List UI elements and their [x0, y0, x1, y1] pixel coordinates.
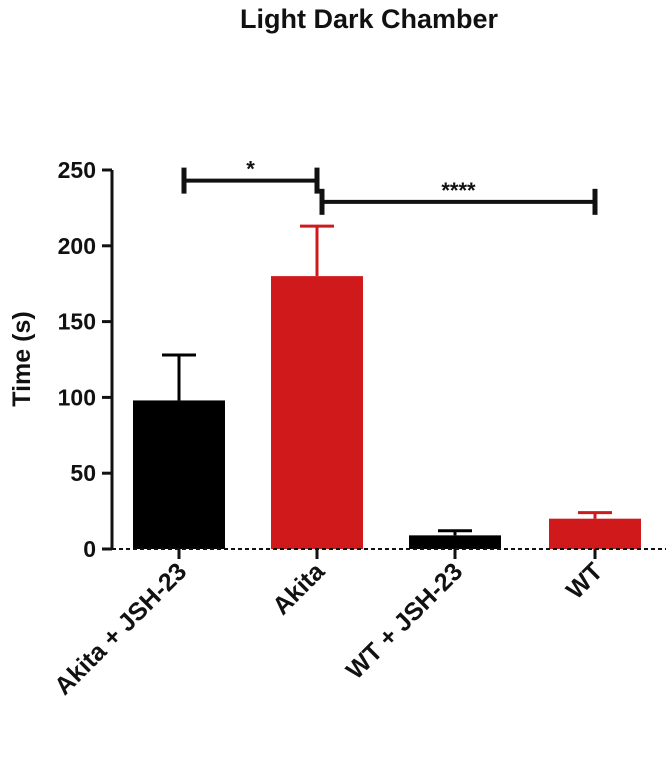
- y-tick-label: 0: [83, 536, 96, 562]
- plot-area: 0 50 100 150 200 250 Akita + JSH-23 Akita WT + J…: [49, 157, 666, 701]
- x-tick-label: Akita: [267, 557, 331, 621]
- bar: [133, 400, 225, 549]
- x-tick-label: Akita + JSH-23: [49, 557, 192, 700]
- x-tick-label: WT + JSH-23: [341, 557, 468, 684]
- significance-label: *: [246, 157, 255, 182]
- bar: [409, 535, 501, 549]
- y-axis-label: Time (s): [8, 311, 36, 406]
- bar: [271, 276, 363, 549]
- y-tick-label: 250: [58, 157, 96, 183]
- chart-title: Light Dark Chamber: [240, 4, 499, 34]
- y-tick-label: 200: [58, 233, 96, 259]
- y-tick-label: 50: [70, 460, 96, 486]
- x-tick-label: WT: [561, 557, 608, 604]
- y-tick-label: 150: [58, 309, 96, 335]
- y-tick-label: 100: [58, 384, 96, 410]
- significance-label: ****: [441, 178, 476, 203]
- bar: [549, 518, 641, 549]
